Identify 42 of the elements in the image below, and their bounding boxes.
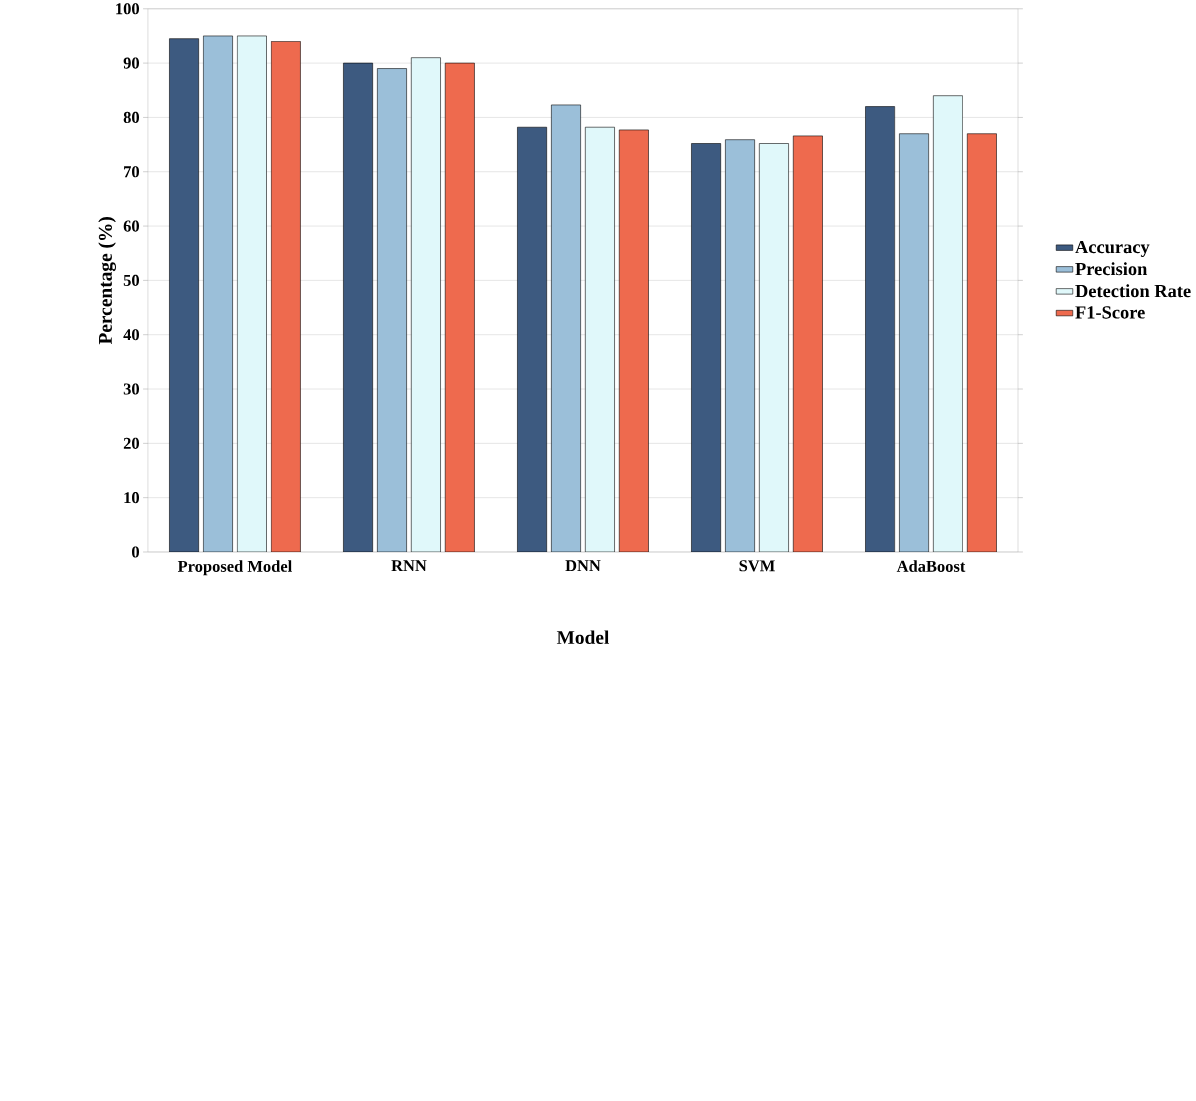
x-axis-title: Model xyxy=(556,630,610,645)
bar xyxy=(444,63,475,553)
x-tick-label: Proposed Model xyxy=(177,560,292,576)
x-tick-label: DNN xyxy=(565,560,601,572)
bar xyxy=(377,68,407,553)
y-tick-label: 100 xyxy=(116,3,140,15)
y-tick-label: 40 xyxy=(123,329,140,341)
legend-label: Detection Rate xyxy=(1075,284,1191,298)
x-tick-label: AdaBoost xyxy=(896,560,966,573)
y-tick-label: 80 xyxy=(123,112,140,124)
legend-label: Precision xyxy=(1075,262,1148,276)
bar xyxy=(967,133,997,553)
bar xyxy=(865,106,896,553)
x-tick-label: RNN xyxy=(391,560,427,572)
legend-label: F1-Score xyxy=(1075,306,1145,319)
bar xyxy=(618,129,649,553)
bar xyxy=(411,57,441,553)
legend-label: Accuracy xyxy=(1075,241,1150,258)
bar xyxy=(725,139,755,553)
bar xyxy=(899,133,929,553)
y-tick-label: 50 xyxy=(123,275,140,287)
bar xyxy=(270,41,301,553)
bar xyxy=(203,35,233,553)
y-tick-label: 90 xyxy=(123,57,140,69)
y-tick-label: 10 xyxy=(124,492,140,504)
x-tick-label: SVM xyxy=(739,560,775,572)
y-tick-label: 70 xyxy=(124,166,140,178)
bar xyxy=(343,63,373,553)
bar xyxy=(933,95,963,553)
y-tick-label: 30 xyxy=(123,383,140,395)
y-tick-label: 60 xyxy=(123,220,140,232)
bar xyxy=(551,104,581,553)
bar xyxy=(517,127,547,553)
bar xyxy=(691,143,721,553)
bar xyxy=(236,35,267,553)
y-tick-label: 20 xyxy=(123,437,140,450)
bar xyxy=(585,127,615,553)
bar xyxy=(759,143,789,553)
y-axis-title: Percentage (%) xyxy=(98,217,116,345)
y-tick-label: 0 xyxy=(132,546,140,558)
bar xyxy=(792,135,823,553)
bar xyxy=(169,38,199,553)
